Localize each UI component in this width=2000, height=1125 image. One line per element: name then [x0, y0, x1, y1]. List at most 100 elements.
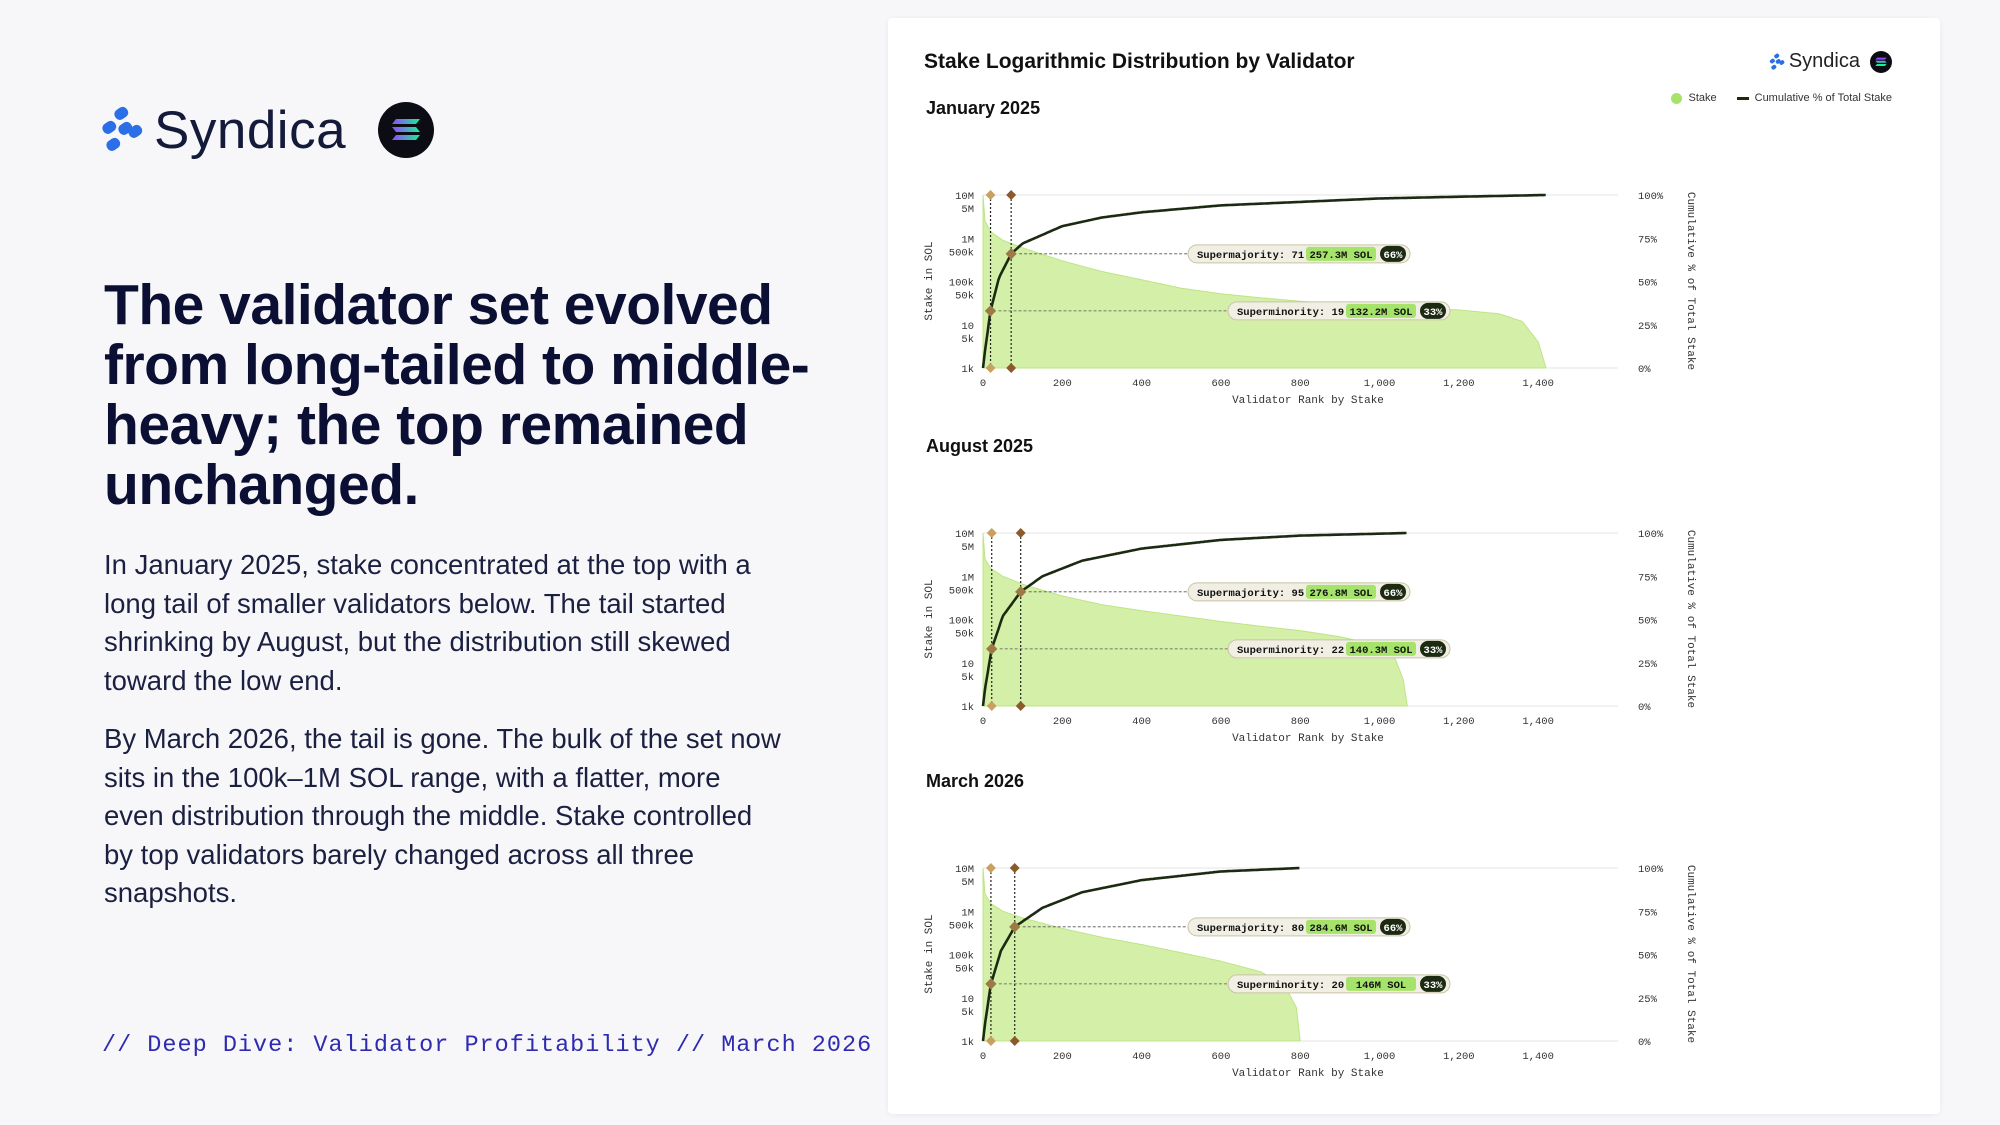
- footer-tag: // Deep Dive: Validator Profitability //…: [102, 1032, 873, 1059]
- y2-tick-label: 50%: [1638, 278, 1658, 290]
- x-tick-label: 0: [980, 1051, 986, 1063]
- y2-tick-label: 0%: [1638, 702, 1651, 714]
- y-tick-label: 100k: [949, 616, 974, 628]
- y-tick-label: 5M: [961, 542, 974, 554]
- x-tick-label: 0: [980, 378, 986, 390]
- legend-cumulative-label: Cumulative % of Total Stake: [1754, 92, 1892, 104]
- superminority-end-marker: [986, 701, 997, 711]
- syndica-small-icon: [1769, 53, 1785, 70]
- y-tick-label: 1M: [961, 907, 974, 919]
- solana-logo-icon: [378, 102, 435, 158]
- y-tick-label: 5M: [961, 204, 974, 216]
- x-tick-label: 1,400: [1522, 1051, 1554, 1063]
- y-tick-label: 10M: [955, 864, 974, 876]
- supermajority-label: Supermajority: 71: [1197, 250, 1304, 262]
- supermajority-stake-pill: [1306, 246, 1376, 261]
- x-tick-label: 400: [1132, 378, 1151, 390]
- y2-tick-label: 75%: [1638, 234, 1658, 246]
- x-tick-label: 400: [1132, 716, 1151, 728]
- syndica-logo-icon: [102, 106, 143, 151]
- supermajority-stake-pill: [1306, 584, 1376, 599]
- headline: The validator set evolved from long-tail…: [104, 273, 810, 517]
- y2-tick-label: 100%: [1638, 529, 1664, 541]
- supermajority-stake-value: 257.3M SOL: [1309, 250, 1372, 262]
- y2-tick-label: 100%: [1638, 864, 1664, 876]
- y-tick-label: 50k: [955, 964, 974, 976]
- x-tick-label: 800: [1291, 378, 1310, 390]
- paragraph-2: By March 2026, the tail is gone. The bul…: [104, 723, 781, 908]
- supermajority-end-marker: [1009, 1036, 1020, 1046]
- x-tick-label: 1,000: [1364, 1051, 1396, 1063]
- supermajority-stake-value: 284.6M SOL: [1309, 923, 1372, 935]
- supermajority-end-marker: [1009, 863, 1020, 873]
- panel-title: January 2025: [926, 98, 1041, 118]
- supermajority-pct-value: 66%: [1384, 250, 1404, 262]
- y2-tick-label: 75%: [1638, 907, 1658, 919]
- x-tick-label: 800: [1291, 1051, 1310, 1063]
- y2-tick-label: 75%: [1638, 572, 1658, 584]
- y-tick-label: 10M: [955, 191, 974, 203]
- superminority-stake-pill: [1346, 641, 1416, 656]
- x-tick-label: 0: [980, 716, 986, 728]
- x-tick-label: 1,000: [1364, 378, 1396, 390]
- x-tick-label: 1,400: [1522, 716, 1554, 728]
- superminority-stake-pill: [1346, 976, 1416, 991]
- x-tick-label: 1,400: [1522, 378, 1554, 390]
- y2-tick-label: 0%: [1638, 364, 1651, 376]
- brand-logo: Syndica: [100, 100, 435, 160]
- superminority-point-marker: [986, 643, 998, 655]
- y-tick-label: 5k: [961, 672, 974, 684]
- superminority-pct-pill: [1420, 975, 1446, 992]
- y-tick-label: 10M: [955, 529, 974, 541]
- y-axis-label: Stake in SOL: [924, 241, 936, 320]
- y2-tick-label: 25%: [1638, 659, 1658, 671]
- supermajority-label: Supermajority: 80: [1197, 923, 1304, 935]
- y-tick-label: 10: [961, 321, 974, 333]
- supermajority-pct-value: 66%: [1384, 923, 1404, 935]
- x-tick-label: 200: [1053, 1051, 1072, 1063]
- y-tick-label: 1k: [961, 1037, 974, 1049]
- superminority-end-marker: [985, 190, 996, 200]
- y-tick-label: 100k: [949, 278, 974, 290]
- x-tick-label: 200: [1053, 378, 1072, 390]
- y-tick-label: 1M: [961, 572, 974, 584]
- brand-name: Syndica: [154, 100, 347, 160]
- chart-card: Stake Logarithmic Distribution by Valida…: [888, 18, 1940, 1114]
- y-tick-label: 10: [961, 994, 974, 1006]
- superminority-stake-value: 132.2M SOL: [1349, 307, 1412, 319]
- card-title: Stake Logarithmic Distribution by Valida…: [924, 50, 1355, 73]
- card-brand: Syndica: [1769, 50, 1892, 73]
- x-tick-label: 200: [1053, 716, 1072, 728]
- y-tick-label: 50k: [955, 291, 974, 303]
- y-axis-label: Stake in SOL: [924, 914, 936, 993]
- superminority-pct-pill: [1420, 640, 1446, 657]
- y-tick-label: 1M: [961, 234, 974, 246]
- y-tick-label: 1k: [961, 364, 974, 376]
- superminority-pct-value: 33%: [1424, 980, 1444, 992]
- legend-cumulative-swatch: [1736, 96, 1749, 100]
- y2-axis-label: Cumulative % of Total Stake: [1684, 192, 1696, 370]
- supermajority-pct-pill: [1380, 583, 1406, 600]
- x-tick-label: 400: [1132, 1051, 1151, 1063]
- legend-stake-label: Stake: [1688, 92, 1717, 104]
- x-axis-label: Validator Rank by Stake: [1232, 733, 1384, 745]
- stake-area: [982, 532, 1408, 707]
- superminority-end-marker: [985, 1036, 996, 1046]
- y-tick-label: 5k: [961, 1007, 974, 1019]
- panel-title: March 2026: [926, 771, 1025, 791]
- stake-area: [982, 867, 1301, 1042]
- x-tick-label: 1,200: [1443, 1051, 1475, 1063]
- y2-tick-label: 100%: [1638, 191, 1664, 203]
- legend-stake-swatch: [1671, 92, 1683, 104]
- superminority-pct-value: 33%: [1424, 307, 1444, 319]
- superminority-pct-pill: [1420, 302, 1446, 319]
- cumulative-line: [981, 193, 1546, 369]
- supermajority-label: Supermajority: 95: [1197, 588, 1304, 600]
- supermajority-pct-pill: [1380, 245, 1406, 262]
- y2-tick-label: 25%: [1638, 321, 1658, 333]
- x-axis-label: Validator Rank by Stake: [1232, 395, 1384, 407]
- x-tick-label: 1,000: [1364, 716, 1396, 728]
- y2-tick-label: 0%: [1638, 1037, 1651, 1049]
- supermajority-stake-pill: [1306, 919, 1376, 934]
